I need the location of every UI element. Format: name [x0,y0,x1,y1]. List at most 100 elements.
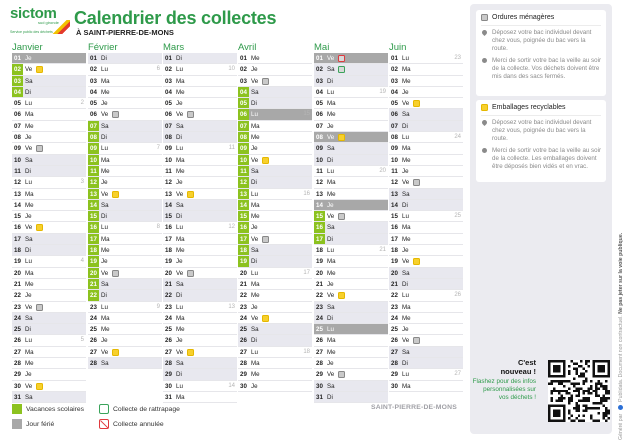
day-row: 19 Ve [389,256,463,268]
day-number: 25 [14,326,21,334]
day-number: 03 [316,77,323,85]
day-number: 16 [88,222,99,233]
day-row: 12 Je [163,177,237,189]
day-abbrev: Sa [327,303,335,311]
day-abbrev: Ve [176,269,184,277]
day-abbrev: Di [176,213,182,221]
day-row: 06 Ma [12,109,86,121]
day-abbrev: Sa [25,77,33,85]
day-abbrev: Di [327,314,333,322]
day-row: 07 Di [389,120,463,133]
day-row: 21 Di [389,278,463,291]
day-row: 25 Lu [314,324,388,336]
day-abbrev: Je [25,292,32,300]
day-abbrev: Lu [402,134,409,142]
day-row: 30 Ve [12,380,86,392]
day-row: 29 Lu 27 [389,369,463,381]
day-abbrev: Ma [25,111,34,119]
day-abbrev: Me [25,201,34,209]
day-row: 02 Sa [314,64,388,76]
recyclables-bin-icon [36,382,43,390]
day-abbrev: Ve [251,77,259,85]
day-number: 08 [391,134,398,142]
day-abbrev: Ve [327,55,335,62]
card-ordures-text: Merci de sortir votre bac la veille au s… [492,56,602,81]
day-number: 10 [391,156,398,164]
day-number: 24 [165,314,172,322]
side-note-disclaimer: Document non contractuel. [618,315,624,378]
ordures-bin-icon [413,179,420,187]
day-number: 22 [14,292,21,300]
publidata-logo-icon [618,405,624,411]
day-abbrev: Ma [327,179,336,187]
day-row: 10 Ve [238,154,312,166]
day-row: 03 Me [389,75,463,87]
day-row: 18 Me [88,245,162,257]
day-number: 18 [165,247,172,255]
day-abbrev: Lu [402,371,409,379]
day-row: 17 Ma [88,233,162,246]
qr-code[interactable] [548,360,610,422]
day-number: 24 [391,314,398,322]
day-abbrev: Me [251,213,260,221]
day-abbrev: Sa [402,348,410,356]
week-number: 14 [228,382,235,389]
day-number: 29 [14,371,21,379]
recyclables-bin-icon [338,134,345,142]
day-row: 09 Sa [314,143,388,155]
day-number: 03 [12,75,23,86]
ordures-bin-icon [187,111,194,119]
day-row: 07 Je [314,120,388,133]
day-number: 16 [391,224,398,232]
week-number: 16 [303,190,310,197]
day-number: 01 [240,55,247,62]
day-number: 21 [240,280,247,288]
day-number: 26 [240,337,247,345]
day-row: 21 Sa [163,278,237,291]
day-number: 02 [90,66,97,74]
day-row: 10 Sa [12,154,86,166]
day-number: 07 [14,122,21,130]
day-row: 26 Je [163,335,237,347]
day-number: 27 [14,348,21,356]
day-abbrev: Ve [327,292,335,300]
day-abbrev: Ve [402,258,410,266]
day-number: 23 [391,303,398,311]
day-number: 05 [391,100,398,108]
day-row: 05 Di [238,98,312,110]
day-number: 22 [240,292,247,300]
card-recyclables-text: Déposez votre bac individuel devant chez… [492,119,592,143]
day-row: 09 Lu 11 [163,143,237,155]
day-number: 06 [90,111,97,119]
day-number: 04 [165,88,172,96]
week-number: 3 [80,179,84,186]
footer-commune: SAINT-PIERRE-DE-MONS [371,404,457,411]
day-row: 13 Lu 16 [238,188,312,200]
day-row: 04 Me [88,86,162,99]
day-number: 22 [165,292,172,300]
day-abbrev: Me [101,167,110,175]
day-number: 05 [90,100,97,108]
day-number: 21 [88,278,99,290]
day-row: 26 Di [238,335,312,347]
day-abbrev: Me [101,247,110,255]
day-row: 27 Ve [163,346,237,359]
day-number: 18 [316,247,323,255]
day-number: 30 [165,382,172,390]
day-number: 13 [316,190,323,198]
day-row: 13 Ve [163,188,237,200]
card-recyclables-item: Merci de sortir votre bac la veille au s… [481,147,601,172]
day-number: 20 [14,269,21,277]
day-number: 30 [240,382,247,390]
day-abbrev: Me [402,156,411,164]
day-abbrev: Ma [402,145,411,153]
month-name: Janvier [12,42,43,53]
day-number: 11 [238,165,249,177]
day-abbrev: Lu [251,111,258,119]
day-number: 14 [165,201,172,209]
day-row: 27 Ve [88,346,162,359]
day-abbrev: Lu [25,337,32,345]
day-number: 17 [314,233,325,245]
day-row: 12 Di [238,177,312,189]
qr-promo: C'est nouveau ! Flashez pour des infos p… [473,356,610,428]
